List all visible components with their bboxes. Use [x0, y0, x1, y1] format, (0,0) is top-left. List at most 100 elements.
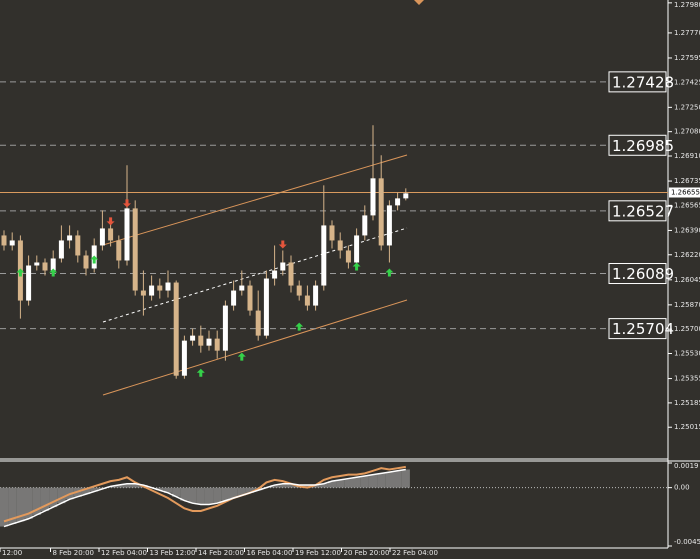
- y-tick-label: 1.26565: [674, 201, 700, 209]
- histogram-bar: [377, 473, 386, 488]
- x-tick-label: 16 Feb 04:00: [247, 549, 293, 557]
- y-tick-label: 1.26390: [674, 226, 700, 234]
- histogram-bar: [311, 485, 320, 488]
- histogram-bar: [131, 483, 140, 488]
- candle-body: [345, 250, 351, 263]
- candle-body: [321, 225, 327, 286]
- candle-body: [50, 258, 56, 271]
- histogram-bar: [303, 485, 312, 488]
- y-tick-label: 1.25700: [674, 325, 700, 333]
- histogram-bar: [8, 487, 17, 524]
- candle-body: [403, 193, 409, 199]
- histogram-bar: [163, 487, 173, 493]
- buy-arrow: [196, 368, 205, 377]
- candle-body: [395, 198, 401, 206]
- candle-body: [370, 178, 376, 216]
- candle-body: [239, 285, 245, 291]
- level-label: 1.27428: [612, 73, 674, 91]
- level-box: [608, 318, 667, 340]
- candle-body: [247, 285, 253, 311]
- histogram-bar: [81, 487, 91, 495]
- buy-arrow: [352, 262, 361, 271]
- current-price-box: [669, 187, 700, 198]
- y-tick-label: 1.27595: [674, 54, 700, 62]
- candle-body: [313, 285, 319, 306]
- candle-body: [354, 235, 360, 263]
- candle-body: [190, 335, 196, 341]
- level-label: 1.26527: [612, 202, 674, 220]
- histogram-bar: [49, 487, 58, 508]
- y-tick-label: 1.25185: [674, 399, 700, 407]
- histogram-bar: [278, 483, 287, 488]
- candle-body: [108, 228, 114, 241]
- histogram-bar: [90, 487, 99, 492]
- candle-body: [386, 205, 392, 246]
- candle-body: [67, 235, 73, 241]
- histogram-bar: [122, 483, 132, 488]
- histogram-bar: [237, 487, 246, 496]
- candle-body: [181, 340, 187, 376]
- histogram-bar: [221, 487, 230, 501]
- indicator-tick-label: -0.0045: [674, 538, 700, 546]
- histogram-bar: [24, 487, 33, 519]
- candle-body: [304, 295, 310, 306]
- candle-body: [198, 335, 204, 346]
- histogram-bar: [213, 487, 222, 504]
- candle-body: [124, 208, 130, 261]
- candle-body: [99, 228, 105, 246]
- buy-arrow: [49, 268, 58, 277]
- y-tick-label: 1.27770: [674, 29, 700, 37]
- level-box: [608, 71, 667, 93]
- y-tick-label: 1.25530: [674, 350, 700, 358]
- candle-body: [9, 240, 15, 246]
- histogram-bar: [16, 487, 25, 522]
- level-label: 1.25704: [612, 320, 674, 338]
- y-tick-label: 1.25355: [674, 375, 700, 383]
- y-tick-label: 1.27425: [674, 78, 700, 86]
- x-tick-label: 12:00: [2, 549, 22, 557]
- channel-line: [102, 299, 408, 396]
- level-box: [608, 134, 667, 156]
- histogram-bar: [360, 475, 369, 488]
- candle-body: [222, 305, 228, 351]
- y-tick-label: 1.26220: [674, 251, 700, 259]
- histogram-bar: [336, 479, 345, 488]
- candle-body: [263, 278, 269, 336]
- candle-body: [42, 262, 48, 271]
- candle-body: [34, 262, 40, 266]
- y-tick-label: 1.26910: [674, 152, 700, 160]
- candle-body: [149, 285, 155, 296]
- histogram-bar: [327, 481, 337, 488]
- candle-body: [83, 255, 89, 269]
- buy-arrow: [237, 352, 246, 361]
- buy-arrow: [16, 268, 25, 277]
- y-tick-label: 1.26735: [674, 177, 700, 185]
- buy-arrow: [90, 255, 99, 264]
- x-tick-label: 20 Feb 20:00: [344, 549, 390, 557]
- x-tick-label: 8 Feb 20:00: [53, 549, 94, 557]
- candle-body: [362, 215, 368, 236]
- histogram-bar: [352, 477, 361, 488]
- histogram-bar: [385, 472, 394, 488]
- marker: [414, 0, 424, 5]
- candle-body: [157, 285, 163, 291]
- histogram-bar: [188, 487, 197, 504]
- level-box: [608, 263, 667, 285]
- candle-body: [165, 282, 171, 291]
- candle-body: [231, 290, 237, 306]
- candle-body: [280, 262, 286, 271]
- level-label: 1.26089: [612, 265, 674, 283]
- y-tick-label: 1.25015: [674, 423, 700, 431]
- histogram-bar: [401, 469, 410, 488]
- x-tick-label: 22 Feb 04:00: [392, 549, 438, 557]
- candle-body: [1, 235, 7, 246]
- histogram-bar: [245, 487, 255, 493]
- histogram-bar: [319, 483, 328, 488]
- histogram-bar: [270, 485, 279, 488]
- histogram-bar: [344, 478, 353, 488]
- candle-body: [116, 240, 122, 261]
- candle-body: [173, 282, 179, 376]
- x-tick-label: 13 Feb 12:00: [150, 549, 196, 557]
- candle-body: [255, 310, 261, 336]
